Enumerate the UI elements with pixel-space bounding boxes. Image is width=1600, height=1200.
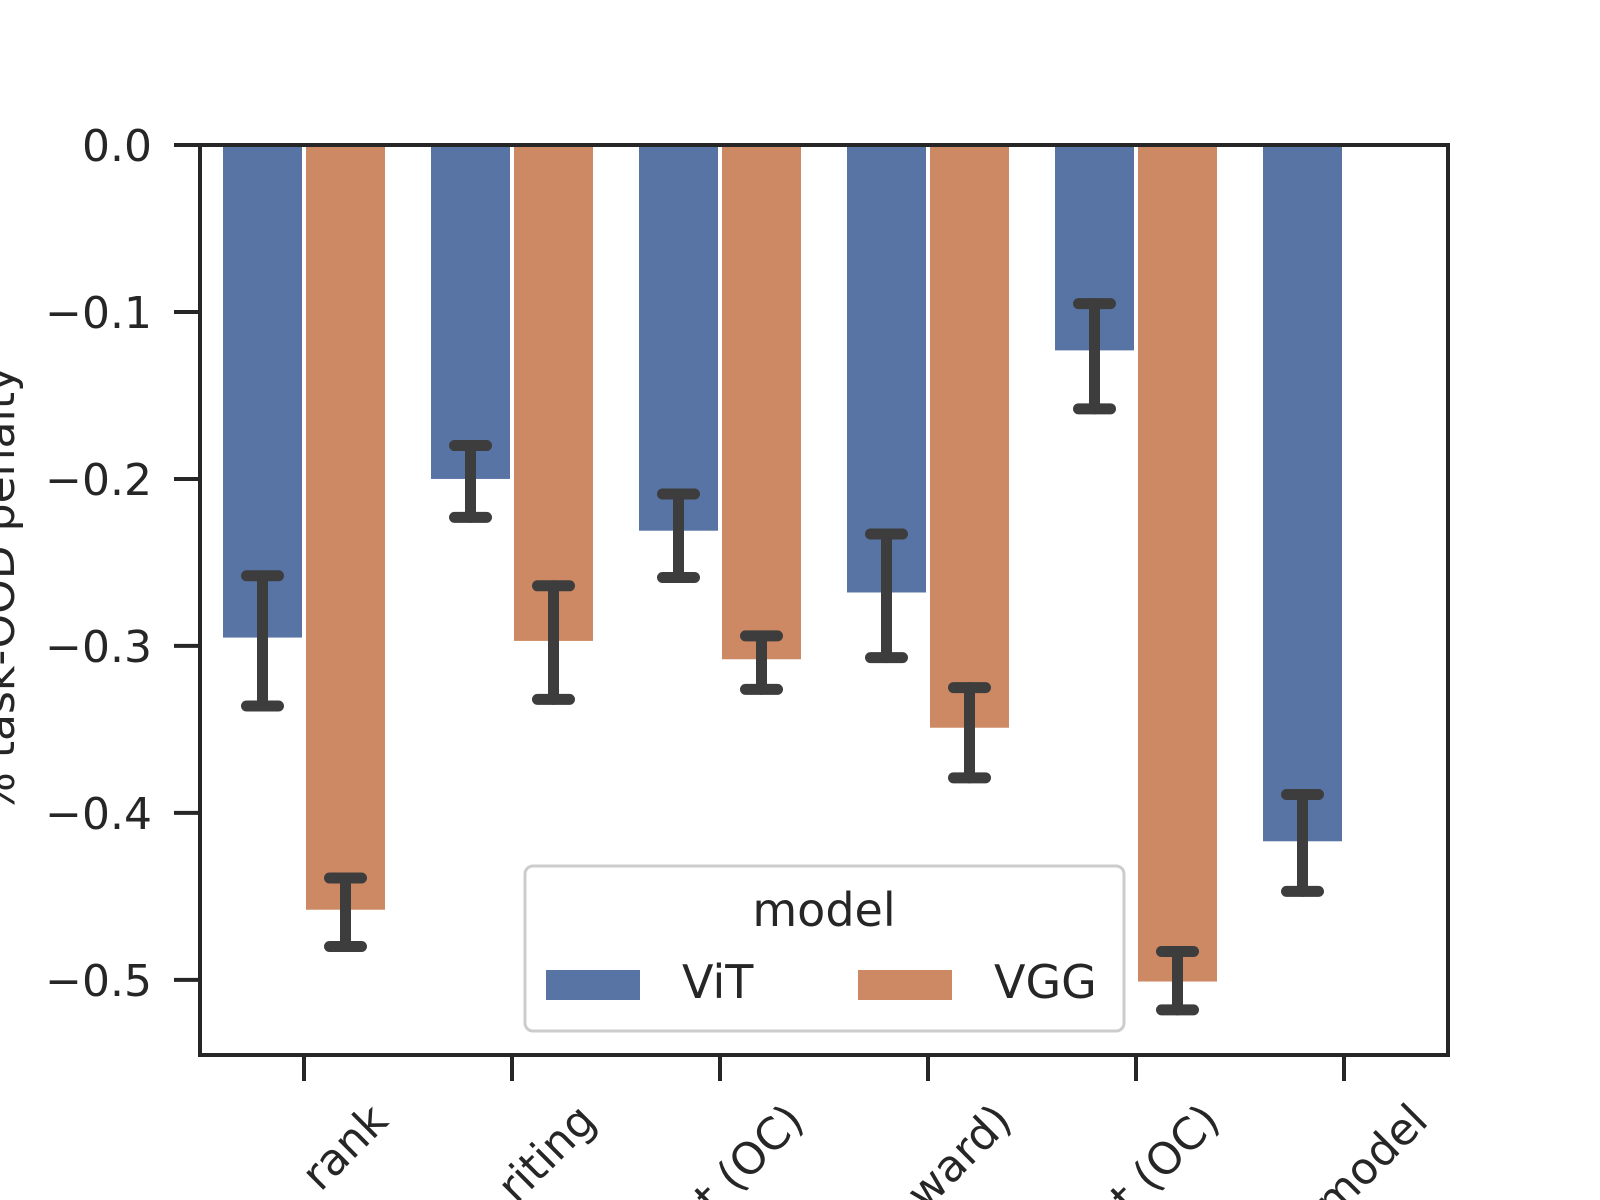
legend-box xyxy=(523,864,1126,1033)
y-axis-label: % task-OOD penalty xyxy=(0,366,25,814)
bar-vgg-2 xyxy=(722,145,801,660)
error-bar-vit-4 xyxy=(1073,298,1116,415)
error-bar-vit-2 xyxy=(657,488,700,583)
bar-vit-3 xyxy=(847,145,926,593)
y-tick-label: −0.3 xyxy=(45,622,152,673)
x-tick-label: ward) xyxy=(897,1095,1022,1200)
error-bar-vit-1 xyxy=(449,440,492,523)
y-tick-label: −0.4 xyxy=(45,789,152,840)
error-bar-vit-0 xyxy=(241,570,284,712)
error-bar-vit-3 xyxy=(865,528,908,664)
y-tick-label: 0.0 xyxy=(82,121,152,172)
error-bar-vgg-1 xyxy=(532,580,575,705)
bar-vit-5 xyxy=(1263,145,1342,842)
error-bar-vgg-4 xyxy=(1156,945,1199,1016)
bar-vit-1 xyxy=(431,145,510,479)
error-bar-vgg-3 xyxy=(948,682,991,784)
error-bar-vit-5 xyxy=(1281,789,1324,897)
axes-frame xyxy=(198,143,1450,1057)
legend-title: model xyxy=(752,883,895,937)
x-tick-label: t (OC) xyxy=(685,1095,814,1200)
bar-vgg-3 xyxy=(930,145,1009,728)
bar-vit-0 xyxy=(223,145,302,638)
bar-vgg-4 xyxy=(1138,145,1217,982)
x-tick-label: riting xyxy=(488,1095,606,1200)
y-tick-label: −0.5 xyxy=(45,956,152,1007)
bar-vit-2 xyxy=(639,145,718,531)
bar-vgg-1 xyxy=(514,145,593,641)
y-tick-label: −0.2 xyxy=(45,455,152,506)
bar-vgg-0 xyxy=(306,145,385,910)
plot-area xyxy=(223,145,1342,1016)
legend: model ViT VGG xyxy=(523,864,1126,1033)
x-tick-label: t (OC) xyxy=(1101,1095,1230,1200)
legend-label-vit: ViT xyxy=(682,955,754,1009)
error-bar-vgg-2 xyxy=(740,630,783,695)
y-tick-label: −0.1 xyxy=(45,288,152,339)
x-tick-label: rank xyxy=(292,1094,398,1200)
legend-swatch-vit xyxy=(546,970,640,1000)
x-tick-label: model xyxy=(1305,1095,1438,1200)
error-bar-vgg-0 xyxy=(324,872,367,952)
legend-label-vgg: VGG xyxy=(994,955,1097,1009)
legend-swatch-vgg xyxy=(858,970,952,1000)
